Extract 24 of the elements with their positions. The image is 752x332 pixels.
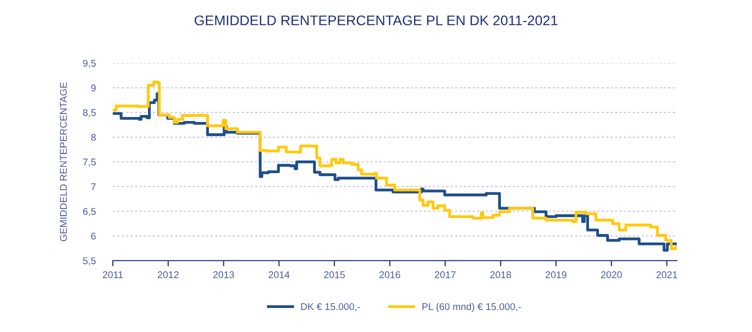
x-tick-label: 2011: [102, 271, 123, 278]
y-tick-label: 6: [91, 232, 96, 240]
x-tick-label: 2013: [213, 271, 234, 278]
legend-label: DK € 15.000,-: [301, 303, 360, 312]
x-tick-label: 2018: [490, 271, 512, 278]
x-tick-label: 2019: [546, 271, 566, 278]
y-tick-label: 7: [91, 183, 96, 190]
y-tick-label: 9,5: [83, 60, 96, 68]
x-tick-label: 2017: [434, 271, 456, 278]
y-tick-label: 8: [91, 134, 96, 141]
y-tick-label: 5,5: [83, 257, 96, 266]
x-tick-label: 2012: [158, 271, 179, 278]
x-tick-label: 2014: [268, 271, 290, 278]
x-tick-label: 2015: [324, 271, 345, 278]
y-tick-label: 8,5: [83, 109, 96, 118]
legend-label: PL (60 mnd) € 15.000,-: [422, 302, 521, 312]
y-tick-label: 7,5: [83, 158, 96, 167]
y-tick-label: 6,5: [83, 208, 96, 216]
x-tick-label: 2020: [601, 271, 622, 278]
chart-title: GEMIDDELD RENTEPERCENTAGE PL EN DK 2011-2021: [194, 15, 558, 26]
y-axis-title: GEMIDDELD RENTEPERCENTAGE: [60, 82, 67, 242]
x-tick-label: 2021: [656, 271, 678, 278]
y-tick-label: 9: [91, 84, 96, 92]
x-tick-label: 2016: [379, 271, 400, 278]
